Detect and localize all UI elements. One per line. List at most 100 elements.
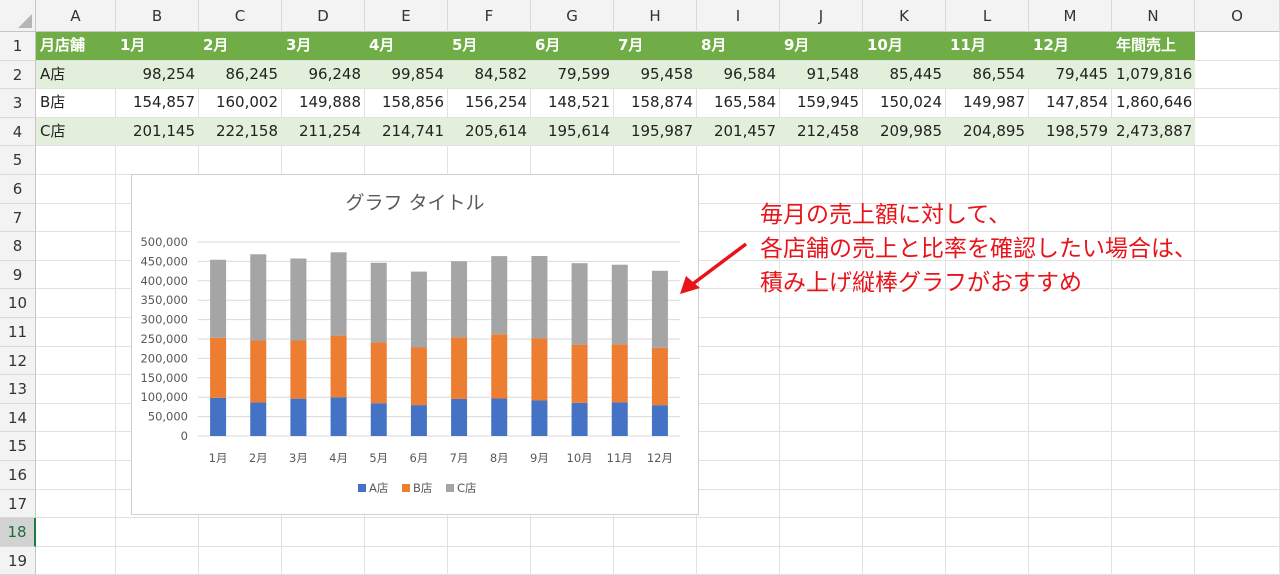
select-all-corner[interactable] <box>0 0 36 32</box>
table-cell[interactable]: 150,024 <box>879 93 942 112</box>
table-cell[interactable]: 156,254 <box>464 93 527 112</box>
row-header-14[interactable]: 14 <box>0 403 36 433</box>
table-cell[interactable]: 165,584 <box>713 93 776 112</box>
table-cell[interactable]: 198,579 <box>1029 117 1112 146</box>
table-cell[interactable]: 211,254 <box>282 117 365 146</box>
bar-C店-11月 <box>611 264 628 345</box>
header-cell[interactable]: 2月 <box>199 32 282 60</box>
table-cell[interactable]: 91,548 <box>780 60 863 89</box>
column-header-a[interactable]: A <box>36 0 116 32</box>
row-header-16[interactable]: 16 <box>0 461 36 490</box>
grid-vertical-line <box>779 32 780 575</box>
row-header-13[interactable]: 13 <box>0 375 36 404</box>
header-cell[interactable]: 9月 <box>780 32 863 60</box>
table-cell[interactable]: 149,987 <box>962 93 1025 112</box>
header-cell[interactable]: 1月 <box>116 32 199 60</box>
column-header-h[interactable]: H <box>614 0 697 32</box>
table-cell[interactable]: 158,856 <box>381 93 444 112</box>
column-header-b[interactable]: B <box>116 0 199 32</box>
table-cell[interactable]: 205,614 <box>448 117 531 146</box>
table-cell[interactable]: 204,895 <box>946 117 1029 146</box>
row-header-8[interactable]: 8 <box>0 232 36 261</box>
table-cell[interactable]: 96,584 <box>697 60 780 89</box>
table-cell[interactable]: 1,860,646 <box>1116 93 1193 112</box>
table-cell[interactable]: 195,987 <box>614 117 697 146</box>
table-cell[interactable]: 149,888 <box>298 93 361 112</box>
column-header-c[interactable]: C <box>199 0 282 32</box>
row-header-17[interactable]: 17 <box>0 489 36 519</box>
table-cell[interactable]: 79,599 <box>531 60 614 89</box>
row-header-12[interactable]: 12 <box>0 346 36 376</box>
column-header-j[interactable]: J <box>780 0 863 32</box>
table-cell[interactable]: A店 <box>36 60 116 89</box>
header-cell[interactable]: 月店舗 <box>36 32 116 60</box>
row-header-3[interactable]: 3 <box>0 89 36 118</box>
table-cell[interactable]: 98,254 <box>116 60 199 89</box>
table-cell[interactable]: 201,145 <box>116 117 199 146</box>
row-header-10[interactable]: 10 <box>0 289 36 318</box>
table-cell[interactable]: 148,521 <box>547 93 610 112</box>
legend-swatch <box>358 484 366 492</box>
row-header-9[interactable]: 9 <box>0 260 36 290</box>
table-cell[interactable]: 85,445 <box>863 60 946 89</box>
table-cell[interactable]: 86,245 <box>199 60 282 89</box>
column-header-e[interactable]: E <box>365 0 448 32</box>
grid-vertical-line <box>945 32 946 575</box>
table-cell[interactable]: 154,857 <box>132 93 195 112</box>
table-cell[interactable]: 159,945 <box>796 93 859 112</box>
table-cell[interactable]: 212,458 <box>780 117 863 146</box>
bar-C店-4月 <box>330 252 347 336</box>
row-header-4[interactable]: 4 <box>0 117 36 147</box>
grid-horizontal-line <box>36 545 1280 547</box>
header-cell[interactable]: 12月 <box>1029 32 1112 60</box>
column-header-f[interactable]: F <box>448 0 531 32</box>
stacked-bar-chart[interactable]: グラフ タイトル 500,000 450,000 400,000 350,000 300,… <box>131 174 699 515</box>
row-header-7[interactable]: 7 <box>0 203 36 233</box>
table-cell[interactable]: 160,002 <box>215 93 278 112</box>
table-cell[interactable]: C店 <box>36 117 116 146</box>
table-cell[interactable]: 201,457 <box>697 117 780 146</box>
table-cell[interactable]: 147,854 <box>1045 93 1108 112</box>
row-header-1[interactable]: 1 <box>0 32 36 61</box>
row-header-6[interactable]: 6 <box>0 175 36 204</box>
row-header-18[interactable]: 18 <box>0 518 36 547</box>
header-cell[interactable]: 7月 <box>614 32 697 60</box>
table-cell[interactable]: 96,248 <box>282 60 365 89</box>
column-header-k[interactable]: K <box>863 0 946 32</box>
column-header-g[interactable]: G <box>531 0 614 32</box>
column-header-m[interactable]: M <box>1029 0 1112 32</box>
header-cell[interactable]: 6月 <box>531 32 614 60</box>
header-cell[interactable]: 4月 <box>365 32 448 60</box>
table-cell[interactable]: 1,079,816 <box>1112 60 1195 89</box>
table-cell[interactable]: 214,741 <box>365 117 448 146</box>
table-cell[interactable]: 2,473,887 <box>1112 117 1195 146</box>
header-cell[interactable]: 10月 <box>863 32 946 60</box>
row-header-19[interactable]: 19 <box>0 546 36 575</box>
table-cell[interactable]: B店 <box>40 93 66 112</box>
table-cell[interactable]: 95,458 <box>614 60 697 89</box>
header-cell[interactable]: 8月 <box>697 32 780 60</box>
table-cell[interactable]: 209,985 <box>863 117 946 146</box>
column-header-o[interactable]: O <box>1195 0 1280 32</box>
table-cell[interactable]: 79,445 <box>1029 60 1112 89</box>
table-cell[interactable]: 99,854 <box>365 60 448 89</box>
header-cell[interactable]: 3月 <box>282 32 365 60</box>
header-cell[interactable]: 5月 <box>448 32 531 60</box>
table-cell[interactable]: 195,614 <box>531 117 614 146</box>
row-header-2[interactable]: 2 <box>0 60 36 90</box>
table-cell[interactable]: 222,158 <box>199 117 282 146</box>
row-header-5[interactable]: 5 <box>0 146 36 175</box>
column-header-i[interactable]: I <box>697 0 780 32</box>
legend-swatch <box>446 484 454 492</box>
header-cell[interactable]: 11月 <box>946 32 1029 60</box>
header-cell[interactable]: 年間売上 <box>1112 32 1195 60</box>
table-cell[interactable]: 84,582 <box>448 60 531 89</box>
column-header-d[interactable]: D <box>282 0 365 32</box>
row-header-15[interactable]: 15 <box>0 432 36 461</box>
table-cell[interactable]: 86,554 <box>946 60 1029 89</box>
column-header-l[interactable]: L <box>946 0 1029 32</box>
column-header-n[interactable]: N <box>1112 0 1195 32</box>
row-header-11[interactable]: 11 <box>0 318 36 347</box>
table-cell[interactable]: 158,874 <box>630 93 693 112</box>
